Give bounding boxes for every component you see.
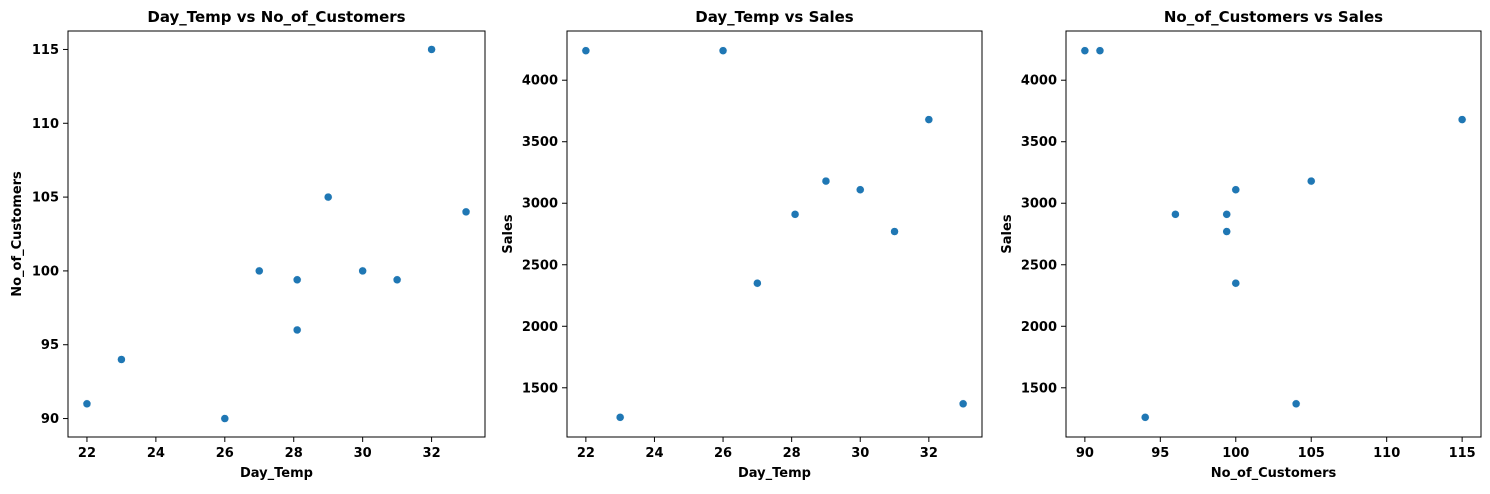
y-axis-label: Sales <box>501 214 516 253</box>
y-tick-label: 90 <box>41 412 59 427</box>
scatter-point <box>924 115 934 124</box>
y-tick-label: 110 <box>32 117 59 132</box>
scatter-point <box>718 46 728 55</box>
x-tick-label: 90 <box>1076 446 1094 461</box>
x-tick-label: 24 <box>147 446 165 461</box>
y-tick-label: 95 <box>41 338 59 353</box>
y-tick-label: 100 <box>32 264 59 279</box>
x-tick-label: 28 <box>285 446 303 461</box>
scatter-point <box>1222 210 1231 219</box>
scatter-point <box>461 207 471 217</box>
y-tick-label: 105 <box>32 191 59 206</box>
x-tick-label: 24 <box>645 446 663 461</box>
y-tick-label: 1500 <box>522 381 558 396</box>
y-tick-label: 115 <box>32 43 59 58</box>
scatter-point <box>255 266 264 276</box>
x-tick-label: 32 <box>423 446 441 461</box>
scatter-point <box>958 399 968 409</box>
scatter-point <box>1306 176 1316 186</box>
scatter-point <box>358 266 367 276</box>
scatter-point <box>427 45 436 54</box>
chart-title: Day_Temp vs Sales <box>695 8 854 26</box>
x-tick-label: 32 <box>920 446 938 461</box>
chart-title: Day_Temp vs No_of_Customers <box>147 8 405 26</box>
scatter-point <box>1171 210 1180 219</box>
x-tick-label: 115 <box>1449 446 1476 461</box>
scatter-point <box>1457 115 1467 124</box>
scatter-point <box>821 176 831 186</box>
x-tick-label: 110 <box>1373 446 1400 461</box>
scatter-point <box>82 399 92 409</box>
chart-panel-2: Day_Temp vs Sales 22 24 26 28 30 32 1500 2000 250… <box>501 8 983 481</box>
scatter-point <box>855 185 865 194</box>
scatter-point <box>615 413 625 422</box>
x-tick-label: 100 <box>1222 446 1249 461</box>
plot-frame <box>566 30 983 438</box>
scatter-point <box>220 414 230 423</box>
chart-panel-1: Day_Temp vs No_of_Customers 22 24 26 28 30 32 9… <box>10 8 486 481</box>
x-tick-label: 28 <box>783 446 801 461</box>
x-tick-label: 22 <box>78 446 96 461</box>
chart-title: No_of_Customers vs Sales <box>1164 8 1383 26</box>
y-tick-label: 4000 <box>1021 74 1057 89</box>
scatter-point <box>1231 185 1241 194</box>
x-tick-label: 95 <box>1151 446 1169 461</box>
x-tick-label: 26 <box>216 446 234 461</box>
y-axis-label: No_of_Customers <box>10 171 25 297</box>
x-tick-label: 30 <box>354 446 372 461</box>
scatter-point <box>323 192 333 202</box>
y-tick-label: 3000 <box>522 197 558 212</box>
y-tick-label: 4000 <box>522 74 558 89</box>
y-tick-label: 3500 <box>1021 135 1057 150</box>
x-axis-label: Day_Temp <box>240 466 313 481</box>
scatter-point <box>1291 399 1301 409</box>
scatter-point <box>1231 278 1241 288</box>
scatter-point <box>753 278 762 288</box>
x-tick-label: 30 <box>851 446 869 461</box>
scatter-point <box>581 46 591 55</box>
x-axis-label: No_of_Customers <box>1211 466 1337 481</box>
scatter-point <box>890 227 899 236</box>
scatter-point <box>1080 46 1090 55</box>
scatter-point <box>292 275 302 285</box>
scatter-point <box>117 355 126 364</box>
y-tick-label: 2000 <box>1021 320 1057 335</box>
x-tick-label: 22 <box>577 446 595 461</box>
y-tick-label: 2500 <box>522 258 558 273</box>
y-tick-label: 3000 <box>1021 197 1057 212</box>
plot-frame <box>1065 30 1482 438</box>
y-tick-label: 2000 <box>522 320 558 335</box>
x-tick-label: 105 <box>1298 446 1325 461</box>
scatter-point <box>790 210 800 219</box>
x-axis-label: Day_Temp <box>738 466 811 481</box>
chart-panel-3: No_of_Customers vs Sales 90 95 100 105 110 115… <box>1000 8 1482 481</box>
y-axis-label: Sales <box>1000 214 1015 253</box>
scatter-point <box>292 325 302 335</box>
scatter-point <box>1095 46 1105 55</box>
y-tick-label: 1500 <box>1021 381 1057 396</box>
scatter-point <box>1140 413 1150 422</box>
y-tick-label: 2500 <box>1021 258 1057 273</box>
plot-frame <box>67 30 486 438</box>
y-tick-label: 3500 <box>522 135 558 150</box>
scatter-point <box>1222 227 1231 236</box>
x-tick-label: 26 <box>714 446 732 461</box>
scatter-point <box>392 275 402 285</box>
